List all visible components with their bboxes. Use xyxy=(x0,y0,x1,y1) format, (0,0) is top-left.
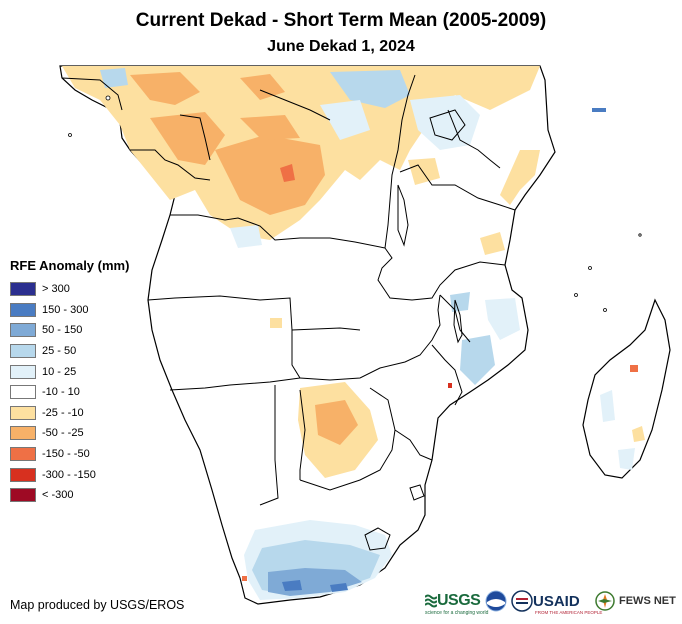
fewsnet-text: FEWS NET xyxy=(619,595,676,607)
legend-item: 50 - 150 xyxy=(10,320,160,341)
legend-label: -50 - -25 xyxy=(42,427,84,440)
legend-swatch xyxy=(10,282,36,297)
fewsnet-emblem-icon xyxy=(595,591,615,611)
legend-item: -150 - -50 xyxy=(10,444,160,465)
legend-title: RFE Anomaly (mm) xyxy=(10,258,130,273)
legend-swatch xyxy=(10,344,36,359)
legend-item: > 300 xyxy=(10,279,160,300)
partner-logos: USGS science for a changing world USAID … xyxy=(425,584,680,618)
legend-swatch xyxy=(10,426,36,441)
legend-item: -25 - -10 xyxy=(10,403,160,424)
lake-malawi xyxy=(453,299,463,344)
legend-swatch xyxy=(10,488,36,503)
lesotho-outline xyxy=(364,527,391,551)
legend-label: -300 - -150 xyxy=(42,468,96,481)
small-islands xyxy=(68,95,642,312)
legend-swatch xyxy=(10,385,36,400)
legend-label: 10 - 25 xyxy=(42,365,77,378)
usaid-seal-icon xyxy=(511,590,533,612)
legend-swatch xyxy=(10,364,36,379)
lake-tanganyika xyxy=(397,184,409,247)
wet-anomaly-patches xyxy=(100,68,635,600)
legend-item: 10 - 25 xyxy=(10,361,160,382)
usgs-tagline: science for a changing world xyxy=(425,610,489,616)
legend-label: 50 - 150 xyxy=(42,324,83,337)
noaa-emblem-icon xyxy=(485,590,507,612)
legend-label: > 300 xyxy=(42,283,70,296)
legend-swatch xyxy=(10,323,36,338)
legend-item: -300 - -150 xyxy=(10,464,160,485)
madagascar-island xyxy=(582,298,671,479)
legend-swatch xyxy=(10,447,36,462)
legend-swatch xyxy=(10,302,36,317)
noaa-logo xyxy=(485,584,507,618)
legend-label: 150 - 300 xyxy=(42,303,89,316)
usaid-tagline: FROM THE AMERICAN PEOPLE xyxy=(535,610,603,615)
map-legend: RFE Anomaly (mm) > 300 150 - 300 50 - 150 2… xyxy=(10,258,160,506)
eswatini-outline xyxy=(409,484,425,501)
usaid-text: USAID xyxy=(533,592,580,610)
usaid-logo: USAID FROM THE AMERICAN PEOPLE xyxy=(511,584,602,618)
legend-label: -10 - 10 xyxy=(42,386,80,399)
legend-swatch xyxy=(10,405,36,420)
usgs-text: USGS xyxy=(437,592,481,609)
legend-swatch xyxy=(10,467,36,482)
legend-label: -150 - -50 xyxy=(42,448,90,461)
legend-rows: > 300 150 - 300 50 - 150 25 - 50 10 - 25 -10 … xyxy=(10,279,160,506)
legend-label: -25 - -10 xyxy=(42,406,84,419)
fewsnet-logo: FEWS NET xyxy=(595,584,676,618)
legend-item: 25 - 50 xyxy=(10,341,160,362)
usgs-wave-icon xyxy=(425,594,437,608)
credit-text: Map produced by USGS/EROS xyxy=(10,598,185,612)
legend-label: 25 - 50 xyxy=(42,345,77,358)
legend-item: 150 - 300 xyxy=(10,300,160,321)
legend-label: < -300 xyxy=(42,489,74,502)
usgs-logo: USGS science for a changing world xyxy=(425,584,488,618)
lake-victoria xyxy=(429,109,466,141)
legend-item: < -300 xyxy=(10,485,160,506)
map-title: Current Dekad - Short Term Mean (2005-20… xyxy=(135,10,547,31)
map-subtitle: June Dekad 1, 2024 xyxy=(267,38,415,55)
legend-item: -50 - -25 xyxy=(10,423,160,444)
country-borders xyxy=(61,74,516,506)
legend-item: -10 - 10 xyxy=(10,382,160,403)
